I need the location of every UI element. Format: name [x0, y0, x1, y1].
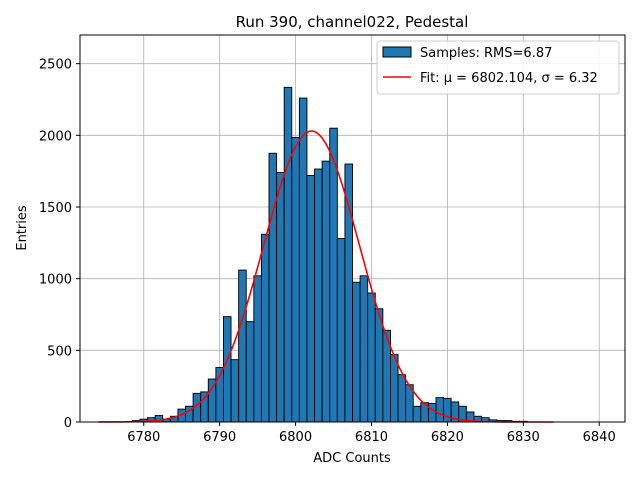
histogram-bar — [412, 405, 422, 423]
histogram-bar — [344, 163, 353, 423]
histogram-bar — [245, 321, 255, 423]
legend-swatch-samples — [382, 46, 412, 58]
x-tick-label: 6800 — [279, 430, 312, 445]
chart-title: Run 390, channel022, Pedestal — [236, 13, 469, 31]
histogram-bar — [367, 292, 376, 423]
histogram-bar — [435, 397, 445, 423]
legend-label-samples: Samples: RMS=6.87 — [420, 46, 552, 61]
y-axis-label: Entries — [15, 205, 30, 251]
histogram-bar — [230, 359, 240, 423]
x-tick-label: 6780 — [127, 430, 160, 445]
y-tick-label: 1500 — [39, 201, 72, 216]
histogram-bar — [268, 152, 278, 423]
histogram-bar — [291, 137, 300, 423]
histogram-bar — [260, 233, 270, 423]
histogram-bar — [283, 86, 293, 423]
histogram-bars — [131, 86, 528, 423]
histogram-bar — [306, 175, 315, 423]
y-axis-ticks: 0 500 1000 1500 2000 2500 — [39, 58, 80, 431]
x-tick-label: 6830 — [507, 430, 540, 445]
histogram-bar — [443, 397, 452, 423]
histogram-bar — [374, 308, 384, 423]
fit-curve — [98, 130, 554, 423]
y-tick-label: 2000 — [39, 129, 72, 144]
x-tick-label: 6810 — [355, 430, 388, 445]
histogram-bar — [359, 275, 369, 423]
histogram-bar — [314, 168, 323, 423]
legend: Samples: RMS=6.87 Fit: μ = 6802.104, σ =… — [376, 40, 620, 95]
histogram-bar — [329, 127, 338, 423]
histogram-bar — [298, 97, 308, 423]
x-axis-ticks: 6780 6790 6800 6810 6820 6830 6840 — [127, 422, 616, 445]
histogram-bar — [397, 374, 407, 423]
histogram-bar — [276, 172, 285, 423]
histogram-bar — [253, 275, 262, 423]
y-tick-label: 1000 — [39, 273, 72, 288]
histogram-bar — [390, 354, 399, 423]
fit-curve-group — [98, 130, 554, 423]
x-tick-label: 6790 — [203, 430, 236, 445]
legend-frame — [376, 40, 620, 95]
histogram-bar — [238, 269, 247, 423]
histogram-bar — [352, 281, 361, 423]
y-tick-label: 0 — [64, 416, 72, 431]
y-tick-label: 500 — [47, 344, 72, 359]
histogram-bar — [336, 238, 346, 423]
histogram-bar — [200, 391, 209, 423]
x-tick-label: 6840 — [583, 430, 616, 445]
histogram-bar — [223, 316, 232, 423]
x-axis-label: ADC Counts — [313, 451, 391, 466]
y-tick-label: 2500 — [39, 58, 72, 73]
histogram-bar — [321, 160, 331, 423]
histogram-bar — [427, 402, 437, 423]
plot-frame — [79, 34, 626, 423]
legend-label-fit: Fit: μ = 6802.104, σ = 6.32 — [420, 71, 598, 86]
x-tick-label: 6820 — [431, 430, 464, 445]
